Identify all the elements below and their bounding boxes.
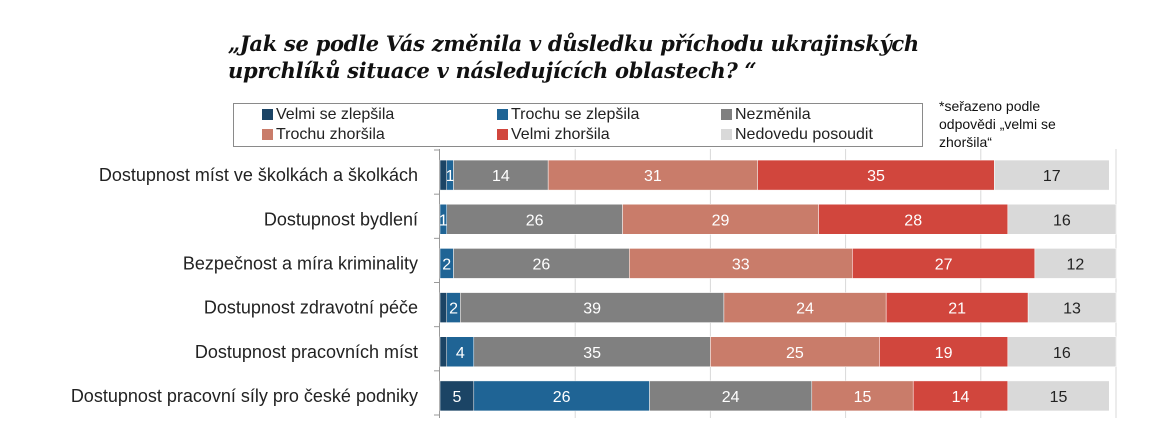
legend-label: Nezměnila bbox=[735, 106, 811, 123]
category-label: Dostupnost pracovní síly pro české podni… bbox=[71, 386, 418, 406]
bar-segment bbox=[446, 204, 623, 235]
chart-title: „Jak se podle Vás změnila v důsledku pří… bbox=[228, 30, 1028, 84]
legend-item-nezmenila: Nezměnila bbox=[721, 106, 811, 124]
category-label: Dostupnost pracovních míst bbox=[195, 342, 418, 362]
legend-item-trochu-zhorsila: Trochu zhoršila bbox=[262, 126, 385, 144]
bars: 1 14 31 35 17 1 26 29 28 16 2 26 33 27 12 2 39 24 21 13 4 35 2… bbox=[439, 159, 1117, 412]
bar-segment bbox=[1007, 380, 1110, 412]
bar-segment bbox=[1034, 248, 1117, 279]
data-label: 14 bbox=[952, 389, 970, 406]
data-label: 13 bbox=[1063, 301, 1081, 318]
data-label: 14 bbox=[492, 168, 510, 185]
data-label: 39 bbox=[583, 301, 601, 318]
bar-segment bbox=[1007, 336, 1117, 367]
data-label: 19 bbox=[935, 345, 953, 362]
data-label: 16 bbox=[1053, 212, 1071, 229]
legend-item-velmi-zhorsila: Velmi zhoršila bbox=[497, 126, 610, 144]
bar-segment bbox=[453, 159, 549, 191]
bar-segment bbox=[818, 204, 1009, 235]
category-label: Dostupnost zdravotní péče bbox=[204, 298, 418, 318]
bar-segment bbox=[879, 336, 1009, 367]
bar-segment bbox=[1007, 204, 1117, 235]
data-label: 2 bbox=[442, 256, 451, 273]
category-label: Dostupnost bydlení bbox=[264, 209, 418, 229]
legend-swatch bbox=[262, 129, 273, 140]
legend-swatch bbox=[262, 109, 273, 120]
data-label: 25 bbox=[786, 345, 804, 362]
data-label: 17 bbox=[1043, 168, 1061, 185]
data-label: 4 bbox=[456, 345, 465, 362]
bar-segment bbox=[852, 248, 1036, 279]
data-label: 1 bbox=[439, 212, 448, 229]
gridlines bbox=[574, 149, 1117, 418]
data-label: 27 bbox=[935, 256, 953, 273]
data-label: 16 bbox=[1053, 345, 1071, 362]
data-label: 33 bbox=[732, 256, 750, 273]
sort-note-line-1: *seřazeno podle bbox=[939, 98, 1041, 114]
bar-segment bbox=[547, 159, 758, 191]
bar-segment bbox=[710, 336, 880, 367]
bar-segment bbox=[629, 248, 853, 279]
legend-label: Nedovedu posoudit bbox=[735, 126, 873, 143]
sort-note-line-2: odpovědi „velmi se bbox=[939, 116, 1056, 132]
legend-label: Trochu zhoršila bbox=[276, 126, 385, 143]
bar-segment bbox=[453, 248, 630, 279]
chart-title-line-2: uprchlíků situace v následujících oblast… bbox=[228, 58, 757, 83]
bar-segment bbox=[994, 159, 1110, 191]
data-label: 28 bbox=[904, 212, 922, 229]
legend-swatch bbox=[721, 129, 732, 140]
legend-label: Velmi zhoršila bbox=[511, 126, 610, 143]
bar-segment bbox=[439, 292, 448, 323]
chart-title-line-1: „Jak se podle Vás změnila v důsledku pří… bbox=[228, 31, 919, 56]
data-label: 5 bbox=[452, 389, 461, 406]
legend-label: Trochu se zlepšila bbox=[511, 106, 640, 123]
bar-segment bbox=[885, 292, 1029, 323]
y-axis bbox=[434, 149, 440, 418]
data-label: 2 bbox=[449, 301, 458, 318]
data-label: 15 bbox=[854, 389, 872, 406]
bar-segment bbox=[460, 292, 725, 323]
data-label: 26 bbox=[533, 256, 551, 273]
bar-segment bbox=[446, 336, 475, 367]
bar-segment bbox=[757, 159, 995, 191]
bar-segment bbox=[473, 336, 711, 367]
data-label: 26 bbox=[553, 389, 571, 406]
data-label: 31 bbox=[644, 168, 662, 185]
category-labels: Dostupnost míst ve školkách a školkách Do… bbox=[71, 165, 418, 406]
bar-segment bbox=[439, 336, 448, 367]
chart-legend: Velmi se zlepšila Trochu se zlepšila Nez… bbox=[233, 103, 923, 147]
data-label: 12 bbox=[1067, 256, 1085, 273]
category-label: Bezpečnost a míra kriminality bbox=[183, 253, 418, 273]
legend-swatch bbox=[721, 109, 732, 120]
legend-item-nedovedu-posoudit: Nedovedu posoudit bbox=[721, 126, 873, 144]
data-label: 35 bbox=[583, 345, 601, 362]
legend-item-trochu-se-zlepsila: Trochu se zlepšila bbox=[497, 106, 639, 124]
bar-segment bbox=[1027, 292, 1117, 323]
legend-swatch bbox=[497, 109, 508, 120]
legend-label: Velmi se zlepšila bbox=[276, 106, 395, 123]
data-label: 1 bbox=[446, 168, 455, 185]
data-label: 24 bbox=[796, 301, 814, 318]
data-label: 24 bbox=[722, 389, 740, 406]
bar-segment bbox=[723, 292, 887, 323]
data-label: 15 bbox=[1050, 389, 1068, 406]
data-label: 29 bbox=[712, 212, 730, 229]
data-label: 26 bbox=[526, 212, 544, 229]
bar-segment bbox=[912, 380, 1009, 412]
bar-segment bbox=[649, 380, 813, 412]
legend-swatch bbox=[497, 129, 508, 140]
category-label: Dostupnost míst ve školkách a školkách bbox=[99, 165, 418, 185]
sort-note-line-3: zhoršila“ bbox=[939, 134, 992, 150]
legend-item-velmi-se-zlepsila: Velmi se zlepšila bbox=[262, 106, 394, 124]
sort-note: *seřazeno podle odpovědi „velmi se zhorš… bbox=[939, 97, 1099, 151]
data-label: 35 bbox=[867, 168, 885, 185]
data-label: 21 bbox=[948, 301, 966, 318]
